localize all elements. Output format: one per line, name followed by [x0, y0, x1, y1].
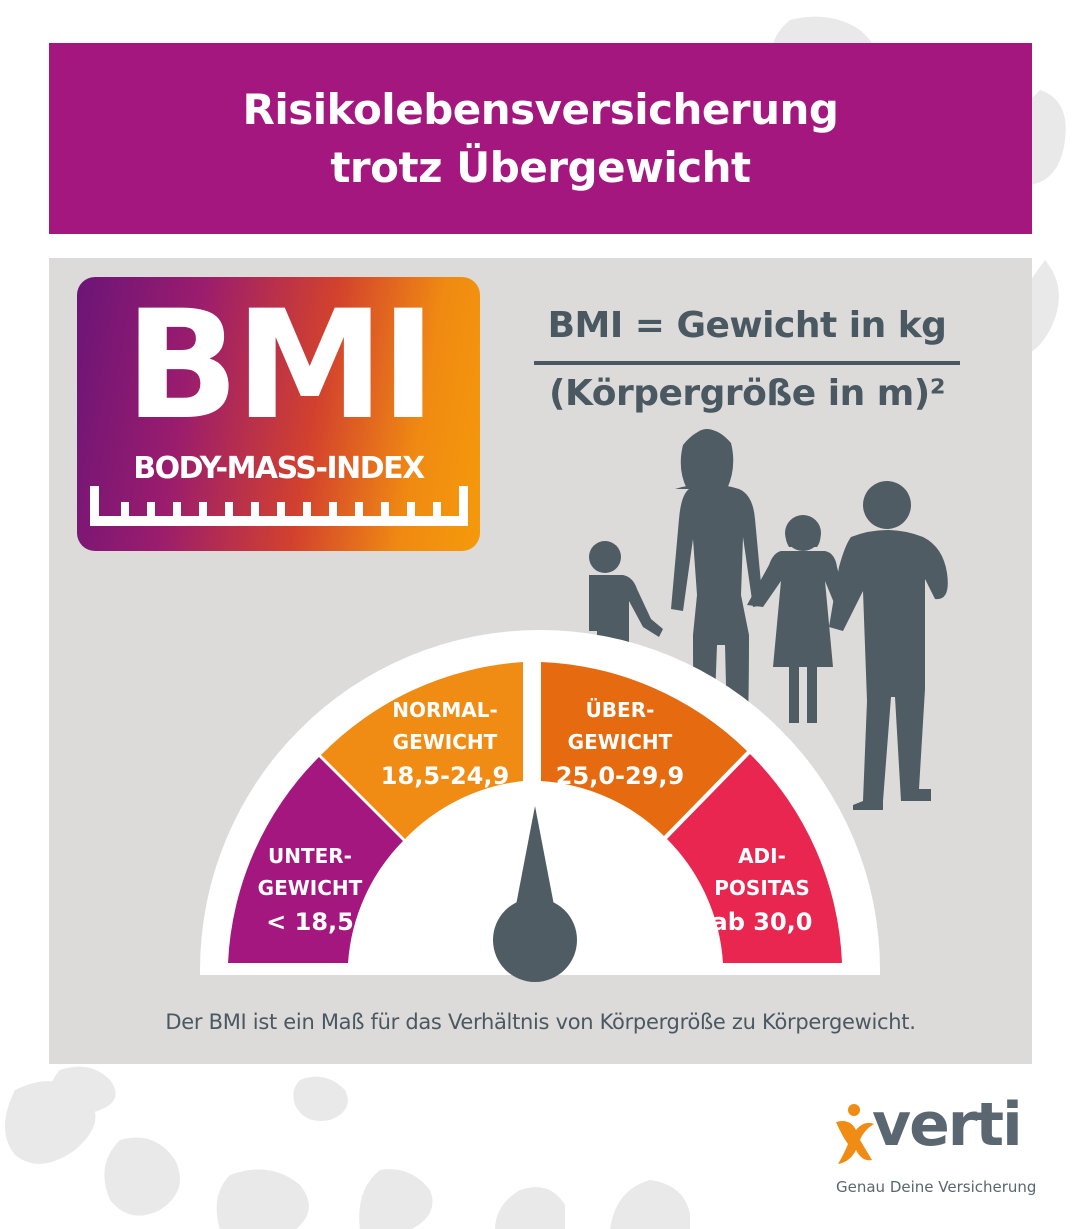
verti-logo: verti Genau Deine Versicherung	[830, 1090, 1040, 1208]
verti-star-icon	[836, 1104, 874, 1164]
segment-overweight-range: 25,0-29,9	[555, 762, 685, 790]
verti-wordmark: verti	[872, 1090, 1023, 1160]
gauge-segment-underweight	[228, 757, 403, 963]
gauge-hub	[493, 898, 577, 982]
segment-underweight-range: < 18,5	[266, 908, 354, 936]
gauge-segment-obesity	[667, 754, 842, 963]
segment-label-obesity: ADI- POSITAS ab 30,0	[700, 840, 824, 940]
formula-denominator: (Körpergröße in m)²	[549, 373, 945, 414]
logo-tagline: Genau Deine Versicherung	[836, 1178, 1037, 1196]
segment-overweight-line1: ÜBER-	[585, 698, 655, 722]
segment-underweight-line2: GEWICHT	[257, 876, 363, 900]
bmi-badge-subtitle: BODY-MASS-INDEX	[133, 451, 425, 486]
formula-fraction-bar	[534, 361, 960, 365]
segment-underweight-line1: UNTER-	[268, 844, 352, 868]
title-banner: Risikolebensversicherung trotz Übergewic…	[49, 43, 1032, 234]
ruler-icon	[90, 486, 468, 526]
gauge-segment-normal	[321, 662, 523, 839]
segment-label-normal: NORMAL- GEWICHT 18,5-24,9	[370, 694, 520, 794]
segment-label-underweight: UNTER- GEWICHT < 18,5	[240, 840, 380, 940]
title-line-1: Risikolebensversicherung	[242, 84, 839, 134]
bmi-badge-title: BMI	[124, 279, 436, 453]
segment-obesity-line1: ADI-	[738, 844, 786, 868]
segment-obesity-line2: POSITAS	[714, 876, 810, 900]
formula-numerator: BMI = Gewicht in kg	[547, 305, 947, 346]
footnote: Der BMI ist ein Maß für das Verhältnis v…	[165, 1010, 916, 1034]
segment-obesity-range: ab 30,0	[711, 908, 813, 936]
segment-normal-line2: GEWICHT	[392, 730, 498, 754]
title-line-2: trotz Übergewicht	[330, 142, 751, 192]
segment-normal-line1: NORMAL-	[392, 698, 498, 722]
segment-label-overweight: ÜBER- GEWICHT 25,0-29,9	[545, 694, 695, 794]
segment-normal-range: 18,5-24,9	[380, 762, 510, 790]
segment-overweight-line2: GEWICHT	[567, 730, 673, 754]
gauge-needle	[512, 806, 558, 926]
gauge-segment-overweight	[541, 662, 747, 836]
bmi-gauge	[200, 630, 880, 982]
